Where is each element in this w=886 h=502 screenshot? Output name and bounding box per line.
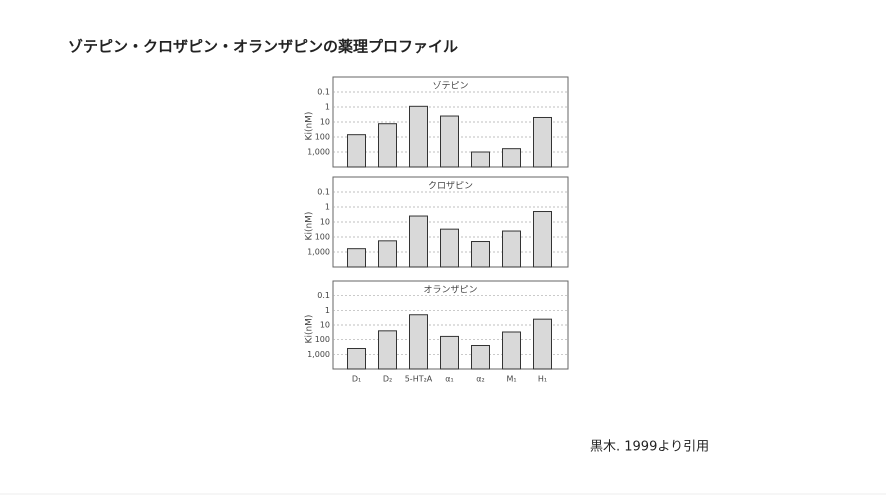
bar — [378, 123, 397, 168]
bar — [533, 116, 552, 168]
bar — [471, 241, 490, 268]
bar — [409, 314, 428, 370]
y-axis-label: Ki(nM) — [305, 212, 315, 241]
bar — [471, 345, 490, 370]
y-tick-label: 1,000 — [307, 248, 330, 257]
bar — [471, 151, 490, 168]
x-tick-label: M₁ — [506, 375, 516, 384]
y-tick-label: 0.1 — [317, 88, 330, 97]
bar — [409, 215, 428, 268]
x-tick-label: α₁ — [445, 375, 453, 384]
x-tick-label: H₁ — [538, 375, 547, 384]
y-tick-label: 100 — [315, 233, 330, 242]
bar — [533, 211, 552, 268]
bar — [440, 115, 459, 168]
x-tick-label: 5-HT₂A — [405, 375, 433, 384]
bar — [502, 230, 521, 268]
bar — [440, 228, 459, 268]
bar — [347, 134, 366, 168]
y-tick-label: 100 — [315, 133, 330, 142]
y-tick-label: 100 — [315, 335, 330, 344]
y-tick-label: 10 — [320, 321, 330, 330]
bar — [378, 240, 397, 268]
bar — [440, 335, 459, 370]
y-axis-label: Ki(nM) — [305, 112, 315, 141]
y-tick-label: 10 — [320, 218, 330, 227]
chart-title: クロザピン — [428, 181, 473, 192]
bar — [502, 331, 521, 370]
bar — [347, 248, 366, 268]
chart-title: ゾテピン — [432, 81, 468, 92]
y-tick-label: 10 — [320, 118, 330, 127]
y-axis-label: Ki(nM) — [305, 315, 315, 344]
y-tick-label: 0.1 — [317, 188, 330, 197]
x-tick-label: D₂ — [383, 375, 392, 384]
chart-title: オランザピン — [423, 285, 477, 296]
bar — [533, 318, 552, 370]
bar — [502, 148, 521, 168]
y-tick-label: 1 — [325, 306, 330, 315]
y-tick-label: 1,000 — [307, 350, 330, 359]
bar — [347, 347, 366, 370]
y-tick-label: 1 — [325, 203, 330, 212]
y-tick-label: 1,000 — [307, 148, 330, 157]
bar — [378, 330, 397, 370]
page-title: ゾテピン・クロザピン・オランザピンの薬理プロファイル — [68, 38, 458, 56]
y-tick-label: 1 — [325, 103, 330, 112]
x-tick-label: α₂ — [476, 375, 484, 384]
y-tick-label: 0.1 — [317, 291, 330, 300]
bar — [409, 105, 428, 168]
x-tick-label: D₁ — [352, 375, 361, 384]
source-note: 黒木. 1999より引用 — [590, 440, 709, 455]
